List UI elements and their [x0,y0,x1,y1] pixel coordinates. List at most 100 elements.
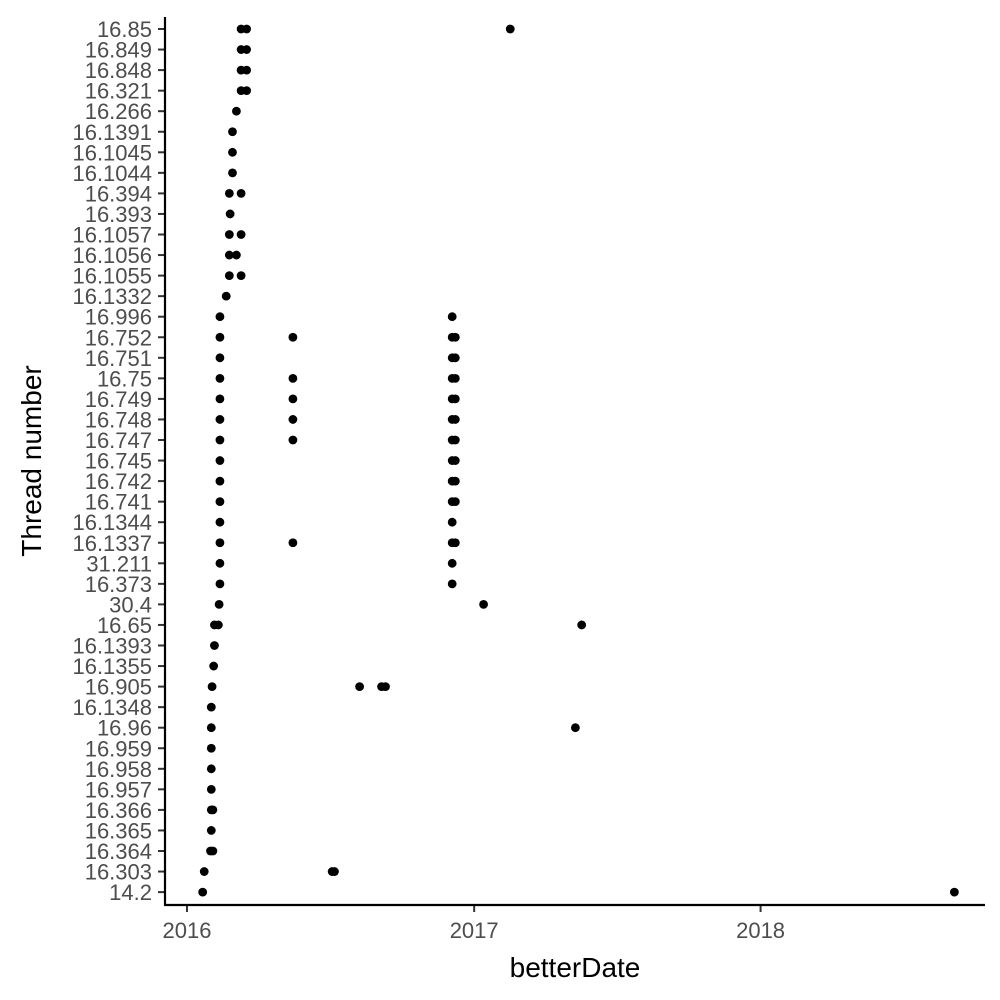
data-point [447,312,457,322]
y-tick-label: 16.1337 [72,531,152,556]
data-point [208,846,218,856]
y-tick-label: 16.1044 [72,161,152,186]
data-point [215,353,225,363]
data-point [224,189,234,198]
data-point [215,497,225,507]
data-point [288,415,298,424]
data-point [210,641,219,650]
y-tick-label: 16.364 [85,839,152,864]
data-point [236,189,246,198]
y-tick-label: 16.957 [85,777,152,802]
y-tick-label: 16.1332 [72,284,152,309]
data-point [215,456,225,465]
data-point [450,476,460,486]
y-tick-label: 16.1355 [72,654,152,679]
data-point [214,600,224,609]
data-point [450,435,460,445]
y-tick-label: 16.394 [85,181,152,206]
y-tick-label: 16.1344 [72,510,152,535]
data-point [232,106,241,116]
data-point [206,826,216,835]
data-point [447,579,457,589]
data-point [236,271,246,280]
y-tick-label: 16.849 [85,38,152,63]
data-point [224,250,234,260]
y-tick-label: 16.747 [85,428,152,453]
data-point [215,415,225,424]
data-point [447,517,457,527]
data-point [355,682,364,691]
data-point [215,476,225,486]
data-point [215,394,225,404]
data-point [450,497,460,507]
y-tick-label: 16.1045 [72,140,152,165]
y-tick-label: 16.745 [85,449,152,474]
data-point [450,415,460,424]
data-point [228,168,237,178]
data-point [450,353,460,363]
y-tick-label: 16.848 [85,58,152,83]
data-point [242,45,252,54]
data-point [225,209,235,219]
data-point [450,373,460,383]
data-point [450,394,460,404]
y-axis-ticks: 14.216.30316.36416.36516.36616.95716.958… [72,17,165,905]
data-point [232,250,241,260]
data-points [198,24,959,897]
data-point [450,538,460,548]
data-point [206,764,216,774]
data-point [206,702,216,712]
data-point [288,394,298,404]
x-tick-label: 2016 [162,918,211,943]
data-point [215,332,225,342]
y-tick-label: 16.303 [85,860,152,885]
data-point [242,24,252,34]
y-tick-label: 30.4 [109,592,152,617]
x-axis-title: betterDate [510,952,641,983]
data-point [207,682,217,691]
data-point [215,558,225,568]
y-tick-label: 16.1393 [72,634,152,659]
data-point [330,867,339,876]
y-tick-label: 16.752 [85,325,152,350]
y-tick-label: 16.373 [85,572,152,597]
data-point [215,538,225,548]
data-point [288,435,298,445]
y-tick-label: 16.742 [85,469,152,494]
data-point [288,332,298,342]
x-tick-label: 2018 [736,918,785,943]
y-tick-label: 16.996 [85,305,152,330]
data-point [224,230,234,239]
data-point [242,65,252,75]
data-point [570,723,580,733]
data-point [213,620,223,630]
y-tick-label: 16.65 [97,613,152,638]
y-tick-label: 16.749 [85,387,152,412]
data-point [206,784,216,794]
data-point [236,230,246,239]
y-tick-label: 16.1057 [72,223,152,248]
y-tick-label: 16.96 [97,716,152,741]
y-tick-label: 16.905 [85,675,152,700]
y-tick-label: 16.751 [85,346,152,371]
y-tick-label: 16.266 [85,99,152,124]
x-tick-label: 2017 [450,918,499,943]
data-point [288,373,298,383]
data-point [224,271,234,280]
data-point [215,435,225,445]
x-axis-ticks: 2016 2017 2018 [162,905,785,943]
data-point [198,887,208,897]
y-tick-label: 16.748 [85,407,152,432]
data-point [215,517,225,527]
y-tick-label: 14.2 [109,880,152,905]
data-point [950,887,959,897]
y-tick-label: 16.393 [85,202,152,227]
data-point [221,291,231,301]
data-point [228,127,237,137]
data-point [208,805,218,815]
data-point [215,579,225,589]
y-tick-label: 16.741 [85,490,152,515]
data-point [505,24,515,34]
data-point [209,661,219,671]
